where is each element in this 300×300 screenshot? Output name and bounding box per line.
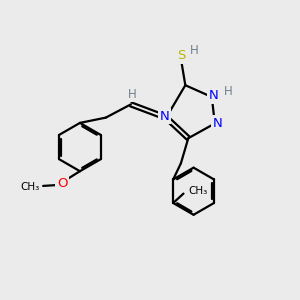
Text: N: N — [212, 117, 222, 130]
Text: H: H — [128, 88, 137, 101]
Text: CH₃: CH₃ — [20, 182, 39, 191]
Text: O: O — [57, 177, 68, 190]
Text: S: S — [177, 49, 185, 62]
Text: N: N — [208, 89, 218, 102]
Text: H: H — [224, 85, 232, 98]
Text: N: N — [160, 110, 169, 123]
Text: CH₃: CH₃ — [189, 186, 208, 196]
Text: H: H — [190, 44, 199, 57]
